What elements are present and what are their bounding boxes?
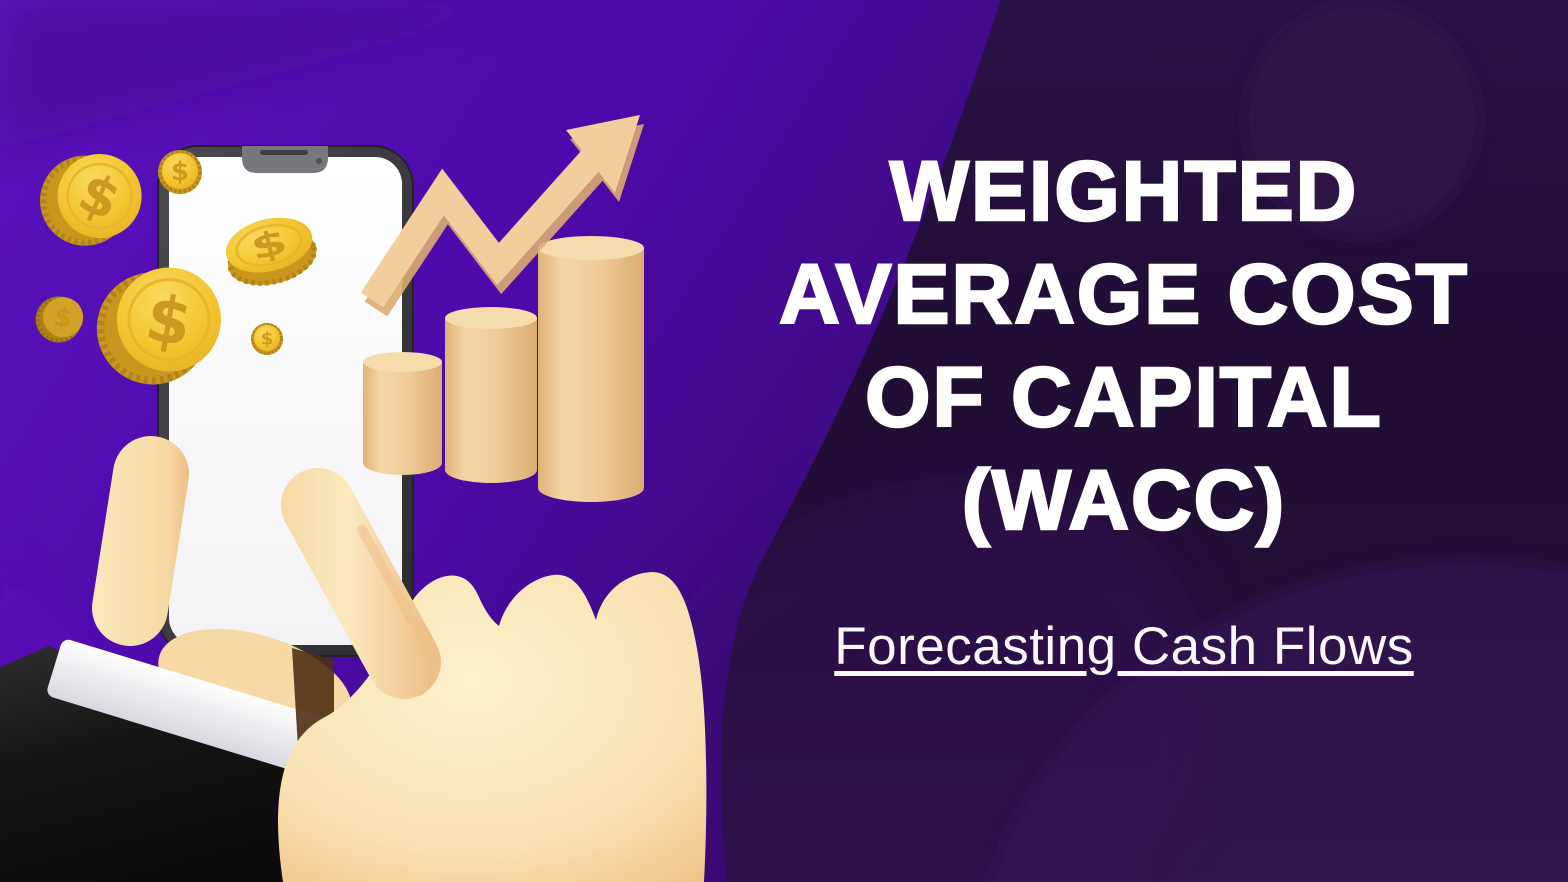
dollar-sign: $: [261, 329, 274, 350]
shirt-cuff: [47, 639, 339, 778]
bar-chart-icon: [360, 115, 644, 502]
finger-shading: [357, 525, 437, 661]
title-line-2: AVERAGE COST: [778, 246, 1469, 343]
subtitle-text: Forecasting Cash Flows: [834, 617, 1414, 676]
coin-icon-screen-small: $: [251, 323, 283, 355]
fist: [278, 572, 707, 882]
decor-circle: [1244, 2, 1480, 238]
phone-speaker-slot: [260, 150, 308, 155]
coin-icon-small-dark: $: [35, 296, 84, 343]
title-line-1: WEIGHTED: [888, 143, 1359, 240]
thumb: [92, 436, 189, 646]
chart-bar-medium: [445, 307, 537, 483]
chart-bar-tall: [538, 236, 644, 502]
subtitle: Forecasting Cash Flows: [760, 616, 1488, 677]
title-line-3: OF CAPITAL: [864, 349, 1383, 446]
hand: [0, 436, 707, 882]
decor-bottom-right-blob: [988, 560, 1568, 882]
finance-illustration: $ $ $ $ $: [0, 115, 707, 882]
chart-bar-small: [363, 352, 442, 476]
index-finger: [281, 468, 441, 699]
growth-arrow-icon: [360, 115, 644, 317]
dollar-sign: $: [171, 157, 189, 187]
coin-icon-top-left: $: [40, 154, 142, 246]
phone-camera-dot: [316, 158, 322, 164]
page-title: WEIGHTED AVERAGE COST OF CAPITAL (WACC): [760, 140, 1488, 552]
coin-icon-phone-corner: $: [158, 150, 202, 194]
coin-icon-on-screen-tilted: $: [225, 217, 317, 286]
decor-top-left-wedge: [0, 0, 540, 150]
title-line-4: (WACC): [960, 452, 1287, 549]
dollar-sign: $: [51, 302, 74, 335]
coin-icon-mid-left: $: [96, 267, 221, 385]
